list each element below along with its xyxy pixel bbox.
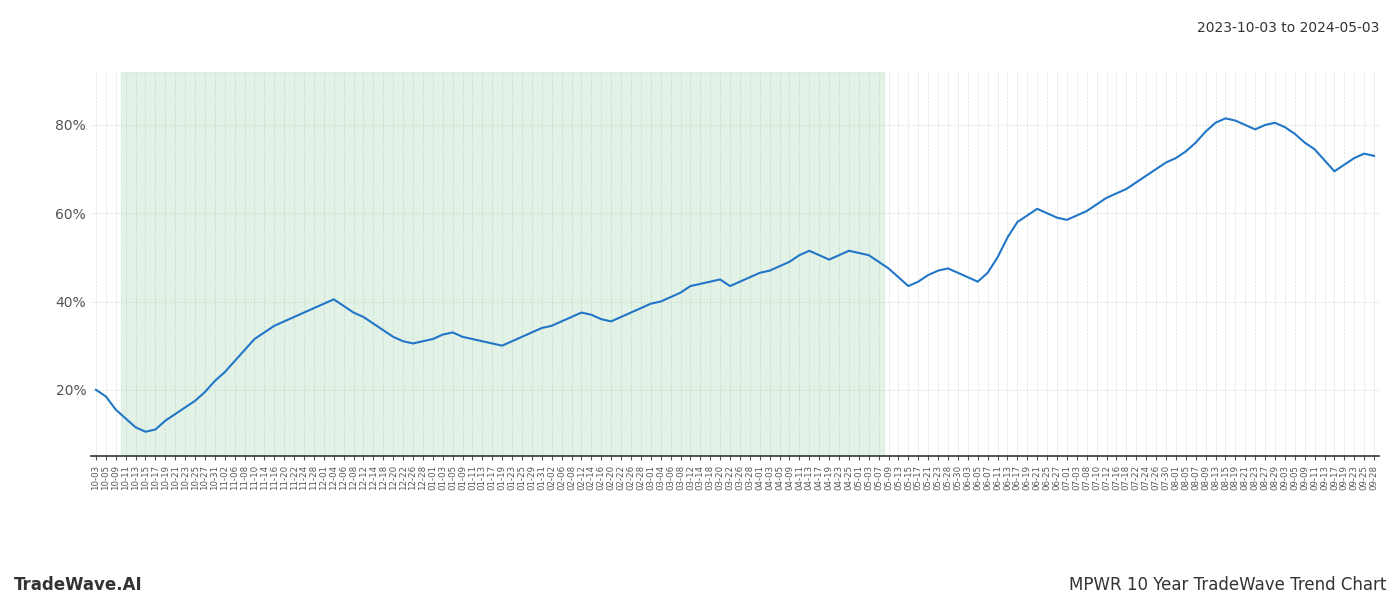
- Text: TradeWave.AI: TradeWave.AI: [14, 576, 143, 594]
- Text: 2023-10-03 to 2024-05-03: 2023-10-03 to 2024-05-03: [1197, 21, 1379, 35]
- Bar: [120, 72, 883, 456]
- Text: MPWR 10 Year TradeWave Trend Chart: MPWR 10 Year TradeWave Trend Chart: [1068, 576, 1386, 594]
